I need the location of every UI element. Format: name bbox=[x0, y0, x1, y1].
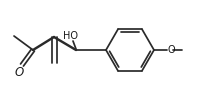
Text: HO: HO bbox=[63, 31, 79, 41]
Text: O: O bbox=[14, 66, 24, 78]
Text: O: O bbox=[168, 45, 176, 55]
